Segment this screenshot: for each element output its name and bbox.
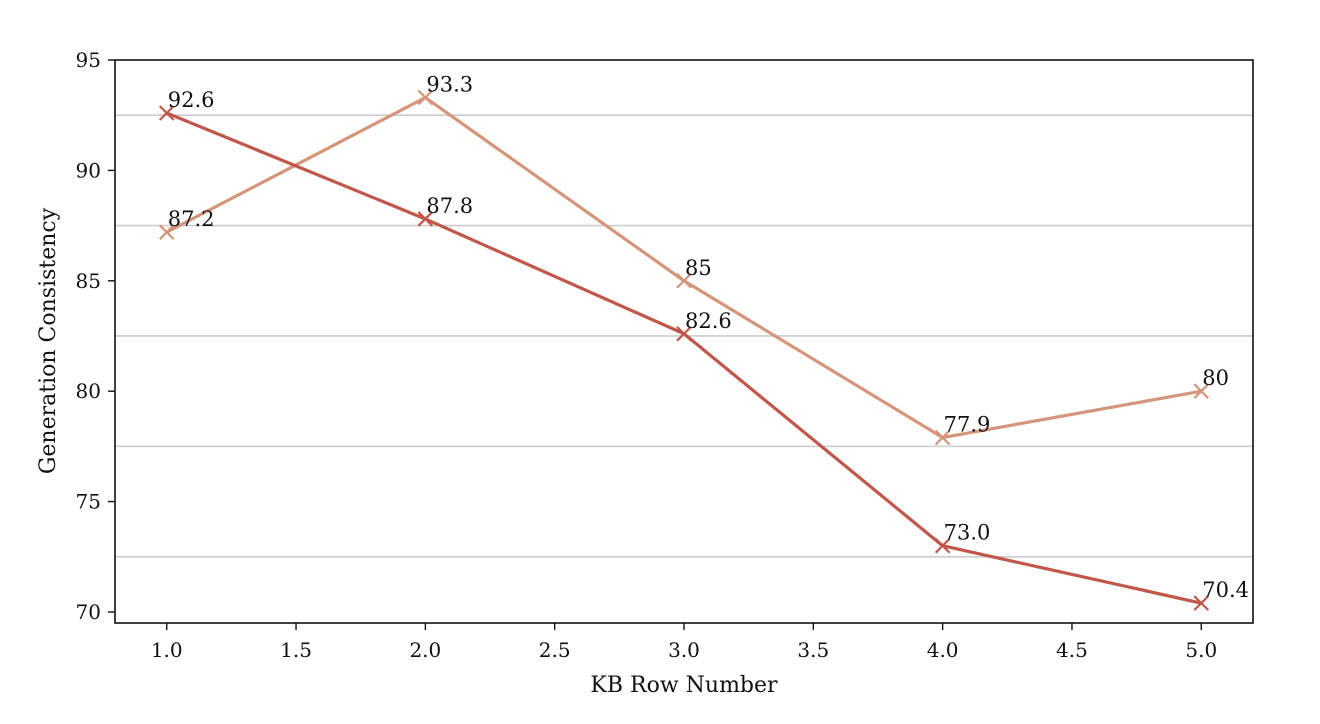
y-axis-label: Generation Consistency xyxy=(36,207,61,474)
data-label: 70.4 xyxy=(1202,578,1249,602)
data-point-marker xyxy=(1193,595,1210,611)
axes: 1.0 1.5 2.0 2.5 3.0 3.5 4.0 4.5 5.0 70 75 80 85 90 95 xyxy=(76,48,1218,662)
x-tick-label: 3.5 xyxy=(797,638,829,662)
data-label: 87.2 xyxy=(168,207,215,231)
data-point-marker xyxy=(934,537,951,554)
y-tick-label: 70 xyxy=(76,600,101,624)
data-point-marker xyxy=(158,105,175,121)
data-point-marker xyxy=(676,325,692,342)
data-point-marker xyxy=(158,224,175,240)
y-tick-label: 90 xyxy=(76,158,101,182)
y-tick-label: 80 xyxy=(76,379,101,403)
x-tick-label: 4.0 xyxy=(927,638,959,662)
plot-frame xyxy=(114,59,1254,624)
series-line-1 xyxy=(165,111,1203,605)
data-point-marker xyxy=(417,89,434,106)
y-tick-label: 75 xyxy=(76,490,101,514)
data-label: 87.8 xyxy=(426,194,473,218)
series-line-2 xyxy=(165,95,1203,440)
x-axis-label: KB Row Number xyxy=(590,673,778,698)
data-label: 93.3 xyxy=(426,73,473,97)
x-tick-label: 3.0 xyxy=(668,638,700,662)
x-tick-label: 5.0 xyxy=(1185,638,1217,662)
data-label: 82.6 xyxy=(685,309,732,333)
x-tick-label: 1.0 xyxy=(151,638,183,662)
data-label: 80 xyxy=(1202,366,1229,390)
data-label: 92.6 xyxy=(168,88,215,112)
data-label: 85 xyxy=(685,256,712,280)
data-point-marker xyxy=(1193,383,1210,399)
series-layer xyxy=(158,89,1210,611)
gridlines xyxy=(115,114,1253,558)
data-point-marker xyxy=(934,429,951,446)
y-tick-label: 85 xyxy=(76,269,101,293)
data-point-marker xyxy=(676,273,692,289)
data-label: 73.0 xyxy=(944,521,991,545)
data-label: 77.9 xyxy=(944,413,991,437)
data-labels: 87.2 93.3 85 77.9 80 92.6 87.8 82.6 73.0 70.4 xyxy=(168,73,1249,603)
data-point-marker xyxy=(417,211,434,227)
x-tick-label: 1.5 xyxy=(280,638,312,662)
y-tick-label: 95 xyxy=(76,48,101,72)
x-tick-label: 4.5 xyxy=(1056,638,1088,662)
x-tick-label: 2.5 xyxy=(539,638,571,662)
x-tick-label: 2.0 xyxy=(409,638,441,662)
